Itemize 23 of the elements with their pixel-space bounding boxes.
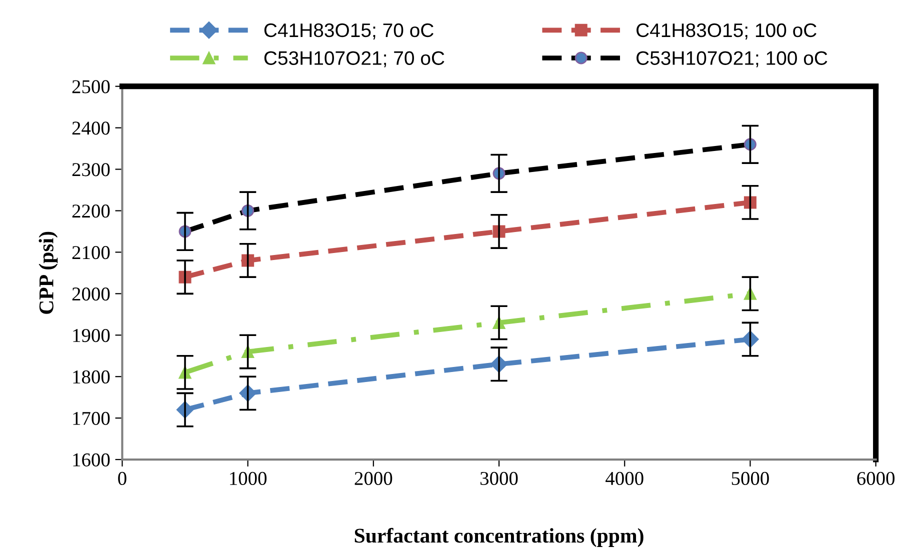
- x-tick-label: 6000: [857, 472, 895, 486]
- x-tick-label: 2000: [354, 472, 392, 486]
- y-tick-label: 2200: [72, 204, 110, 218]
- legend-label: C41H83O15; 100 oC: [636, 23, 816, 40]
- y-tick-label: 2500: [72, 80, 110, 94]
- y-tick-label: 1700: [73, 412, 110, 425]
- x-tick-label: 3000: [480, 472, 518, 486]
- y-tick-label: 2100: [72, 246, 110, 260]
- x-tick-label: 0: [118, 472, 126, 486]
- y-tick-label: 2300: [72, 163, 110, 176]
- x-axis-title: Surfactant concentrations (ppm): [354, 528, 644, 547]
- legend-label: C41H83O15; 70 oC: [264, 23, 434, 40]
- y-tick-label: 1900: [73, 328, 110, 342]
- legend-label: C53H107O21; 100 oC: [636, 51, 828, 68]
- legend-label: C53H107O21; 70 oC: [264, 51, 444, 68]
- x-tick-label: 5000: [732, 472, 769, 486]
- y-tick-label: 1800: [73, 370, 110, 384]
- x-tick-label: 4000: [606, 472, 644, 486]
- y-axis-title: CPP (psi): [38, 232, 58, 314]
- y-tick-label: 2400: [72, 122, 110, 135]
- x-tick-label: 1000: [230, 472, 267, 486]
- y-tick-label: 1600: [73, 453, 110, 466]
- y-tick-label: 2000: [72, 287, 110, 301]
